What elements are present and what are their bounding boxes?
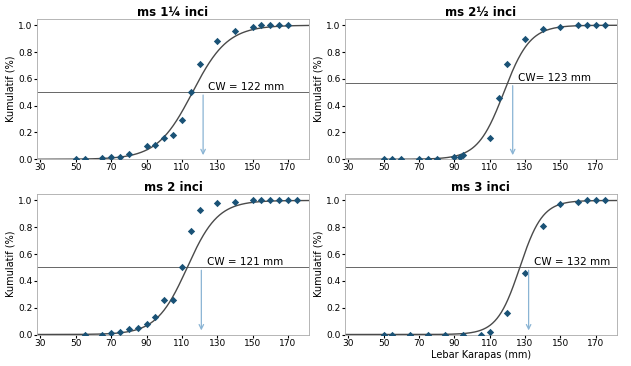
Point — [423, 332, 433, 337]
Point — [573, 199, 583, 205]
Point — [159, 297, 169, 303]
Point — [106, 154, 116, 160]
Point — [194, 61, 204, 67]
Y-axis label: Kumulatif (%): Kumulatif (%) — [314, 231, 323, 298]
X-axis label: Lebar Karapas (mm): Lebar Karapas (mm) — [431, 350, 531, 361]
Point — [396, 156, 406, 162]
Title: ms 2 inci: ms 2 inci — [144, 181, 203, 194]
Point — [186, 89, 196, 95]
Point — [555, 202, 565, 208]
Point — [538, 26, 548, 32]
Point — [582, 22, 592, 28]
Point — [502, 61, 512, 67]
Point — [71, 156, 81, 162]
Point — [106, 330, 116, 336]
Point — [194, 207, 204, 213]
Text: CW = 121 mm: CW = 121 mm — [206, 257, 283, 267]
Point — [283, 22, 293, 28]
Point — [591, 198, 601, 203]
Point — [379, 332, 389, 337]
Point — [97, 332, 107, 337]
Point — [115, 329, 125, 335]
Point — [458, 152, 468, 158]
Point — [520, 36, 530, 42]
Point — [230, 199, 240, 205]
Point — [485, 329, 495, 335]
Point — [599, 198, 610, 203]
Point — [150, 142, 160, 147]
Point — [97, 155, 107, 161]
Title: ms 1¼ inci: ms 1¼ inci — [138, 5, 209, 19]
Point — [212, 200, 222, 206]
Point — [520, 270, 530, 276]
Point — [379, 156, 389, 162]
Point — [141, 321, 151, 327]
Point — [265, 198, 275, 203]
Point — [493, 95, 504, 101]
Point — [150, 314, 160, 320]
Point — [274, 22, 284, 28]
Point — [591, 22, 601, 28]
Point — [124, 326, 134, 332]
Point — [115, 154, 125, 160]
Point — [283, 198, 293, 203]
Point — [186, 228, 196, 234]
Point — [414, 156, 424, 162]
Point — [454, 154, 464, 160]
Point — [168, 132, 178, 138]
Point — [265, 22, 275, 28]
Point — [80, 332, 90, 337]
Point — [599, 22, 610, 28]
Y-axis label: Kumulatif (%): Kumulatif (%) — [314, 56, 323, 122]
Point — [168, 297, 178, 303]
Point — [247, 24, 257, 30]
Point — [177, 265, 187, 270]
Text: CW= 123 mm: CW= 123 mm — [518, 72, 591, 82]
Point — [405, 332, 415, 337]
Point — [230, 28, 240, 34]
Point — [177, 117, 187, 123]
Point — [476, 332, 486, 337]
Y-axis label: Kumulatif (%): Kumulatif (%) — [6, 231, 16, 298]
Point — [141, 143, 151, 149]
Text: CW = 132 mm: CW = 132 mm — [534, 257, 610, 267]
Title: ms 3 inci: ms 3 inci — [451, 181, 510, 194]
Point — [274, 198, 284, 203]
Point — [212, 38, 222, 44]
Point — [555, 24, 565, 30]
Point — [573, 22, 583, 28]
Point — [247, 198, 257, 203]
Y-axis label: Kumulatif (%): Kumulatif (%) — [6, 56, 16, 122]
Point — [538, 223, 548, 229]
Point — [485, 135, 495, 141]
Point — [387, 156, 398, 162]
Point — [449, 154, 459, 160]
Point — [256, 22, 266, 28]
Point — [159, 135, 169, 141]
Point — [124, 151, 134, 157]
Point — [292, 198, 302, 203]
Point — [582, 198, 592, 203]
Point — [502, 310, 512, 316]
Text: CW = 122 mm: CW = 122 mm — [208, 82, 285, 92]
Point — [432, 156, 442, 162]
Point — [387, 332, 398, 337]
Point — [256, 198, 266, 203]
Point — [458, 332, 468, 337]
Point — [80, 156, 90, 162]
Point — [440, 332, 451, 337]
Point — [133, 325, 143, 331]
Title: ms 2½ inci: ms 2½ inci — [445, 5, 516, 19]
Point — [423, 156, 433, 162]
